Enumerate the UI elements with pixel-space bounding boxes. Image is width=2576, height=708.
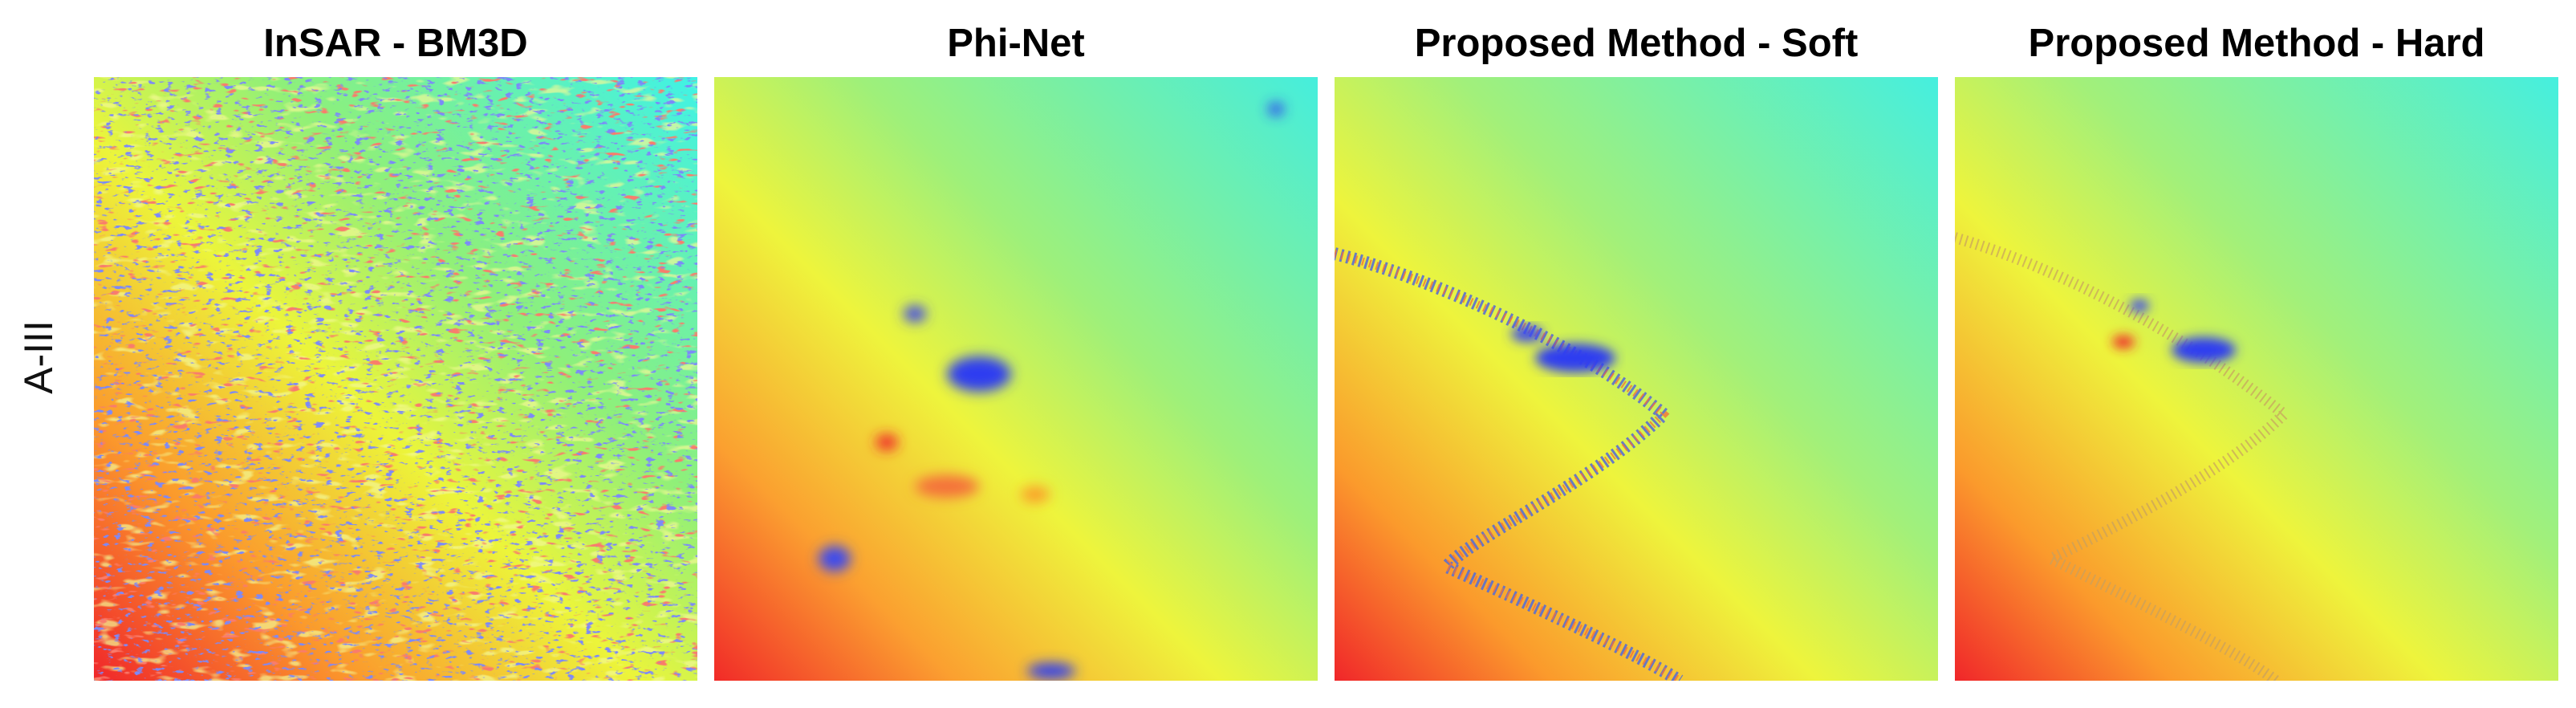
- panel-title: InSAR - BM3D: [263, 22, 528, 65]
- panel-title: Phi-Net: [947, 22, 1085, 65]
- phase-image-insar-bm3d: [94, 77, 697, 681]
- panel-phi-net: Phi-Net: [714, 0, 1318, 682]
- row-label: A-III: [16, 48, 61, 666]
- phase-image-proposed-hard: [1955, 77, 2558, 681]
- phase-image-proposed-soft: [1335, 77, 1938, 681]
- panel-proposed-soft: Proposed Method - Soft: [1335, 0, 1938, 682]
- panel-title: Proposed Method - Soft: [1414, 22, 1859, 65]
- panel-proposed-hard: Proposed Method - Hard: [1955, 0, 2558, 682]
- panel-title: Proposed Method - Hard: [2028, 22, 2485, 65]
- panel-insar-bm3d: InSAR - BM3D: [94, 0, 697, 682]
- phase-image-phi-net: [714, 77, 1318, 681]
- row-label-text: A-III: [16, 320, 61, 394]
